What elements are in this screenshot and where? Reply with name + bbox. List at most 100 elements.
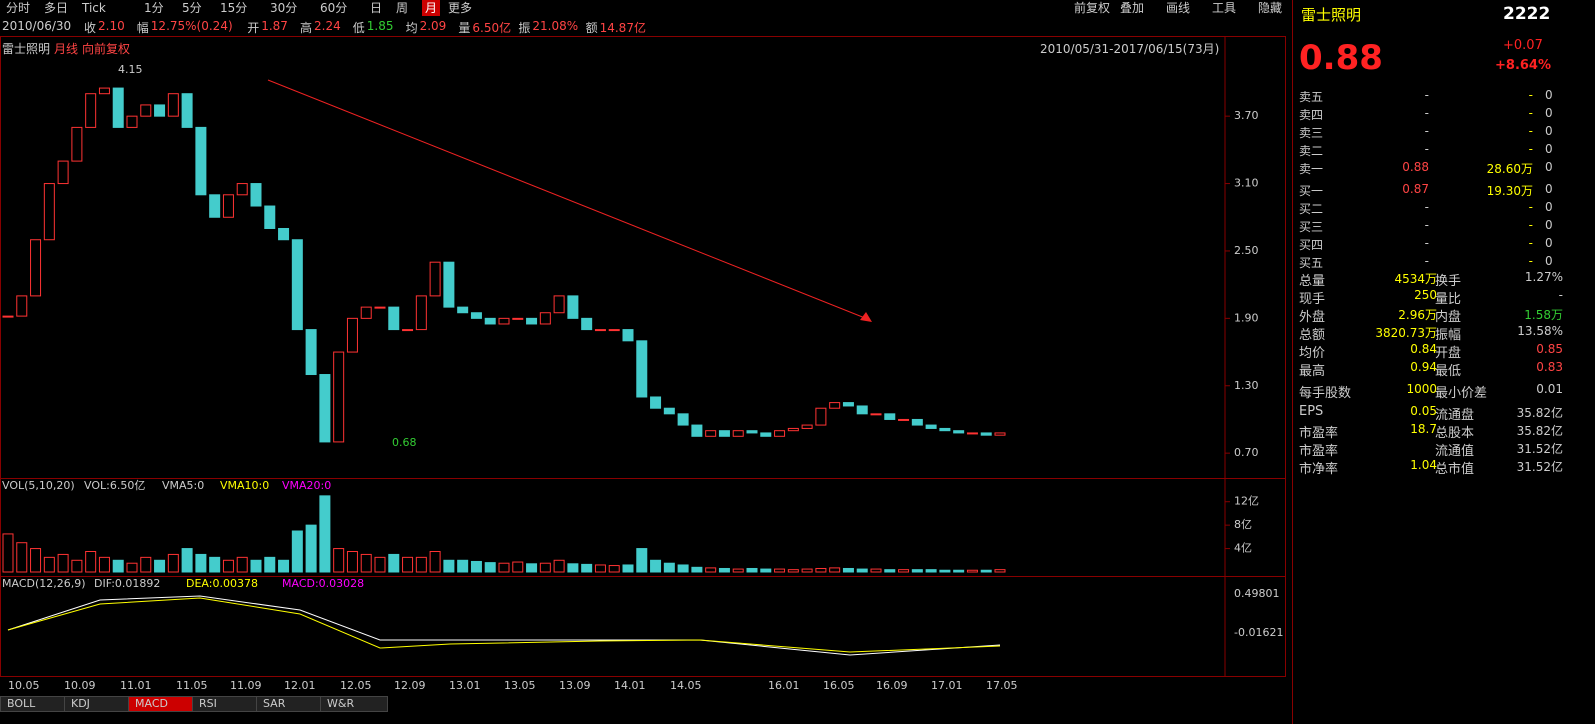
x-tick-label: 16.05	[823, 679, 855, 692]
quote-code: 2222	[1503, 4, 1551, 24]
indicator-tab[interactable]: SAR	[256, 696, 324, 712]
volume-bar	[953, 569, 965, 573]
candle	[278, 227, 290, 241]
book-price: -	[1424, 88, 1429, 102]
book-label: 买二	[1299, 202, 1324, 216]
line-type: 月线	[54, 42, 79, 56]
book-label: 卖三	[1299, 126, 1324, 140]
toolbar-button[interactable]: 叠加	[1120, 1, 1145, 15]
volume-bar	[898, 569, 910, 573]
stat-value: 2.96万	[1398, 308, 1437, 322]
info-value: 1.85	[366, 19, 394, 33]
period-tab[interactable]: 1分	[144, 1, 164, 15]
candle	[30, 239, 42, 297]
volume-bar	[911, 569, 923, 573]
book-diff: 0	[1545, 254, 1553, 268]
volume-legend: VMA5:0	[162, 479, 204, 492]
candle	[815, 407, 827, 426]
volume-bar	[622, 564, 634, 573]
stat-label: 总股本	[1435, 426, 1475, 441]
volume-bar	[402, 556, 414, 573]
stat-value: 0.83	[1536, 360, 1563, 374]
indicator-tab[interactable]: KDJ	[64, 696, 132, 712]
adjust-type: 向前复权	[82, 42, 131, 56]
period-tab[interactable]: 5分	[182, 1, 202, 15]
period-tab[interactable]: 分时	[6, 1, 31, 15]
toolbar-button[interactable]: 隐藏	[1258, 1, 1283, 15]
period-tab[interactable]: Tick	[82, 1, 106, 15]
volume-bar	[774, 568, 786, 573]
period-tab[interactable]: 周	[396, 1, 409, 15]
stat-value: 1.58万	[1524, 308, 1563, 322]
book-diff: 0	[1545, 88, 1553, 102]
stat-label: 每手股数	[1299, 386, 1352, 401]
period-tab[interactable]: 日	[370, 1, 383, 15]
volume-bar	[374, 556, 386, 573]
candle	[333, 351, 345, 443]
info-label: 量	[458, 21, 471, 35]
x-tick-label: 16.01	[768, 679, 800, 692]
volume-bar	[333, 548, 345, 573]
info-label: 高	[300, 21, 313, 35]
volume-bar	[677, 564, 689, 573]
indicator-tab[interactable]: BOLL	[0, 696, 68, 712]
macd-legend: MACD:0.03028	[282, 577, 364, 590]
info-value: 2.24	[314, 19, 341, 33]
volume-bar	[567, 563, 579, 573]
volume-bar	[388, 553, 400, 573]
indicator-tab[interactable]: W&R	[320, 696, 388, 712]
candle	[581, 317, 593, 331]
trend-arrow	[860, 312, 872, 322]
volume-bar	[966, 569, 978, 573]
book-volume: -	[1528, 200, 1533, 214]
candle	[264, 205, 276, 229]
book-label: 买四	[1299, 238, 1324, 252]
candle	[526, 317, 538, 325]
candle	[443, 261, 455, 308]
stat-value: 4534万	[1394, 272, 1437, 286]
stat-label: 均价	[1299, 346, 1326, 361]
volume-bar	[980, 569, 992, 573]
period-tab[interactable]: 多日	[44, 1, 69, 15]
volume-bar	[360, 553, 372, 573]
book-label: 买五	[1299, 256, 1324, 270]
toolbar-button[interactable]: 前复权	[1074, 1, 1111, 15]
period-tab[interactable]: 月	[422, 0, 441, 16]
volume-legend: VOL(5,10,20)	[2, 479, 75, 492]
volume-bar	[608, 565, 620, 573]
info-label: 额	[585, 21, 598, 35]
candle	[801, 424, 813, 429]
indicator-tab[interactable]: MACD	[128, 696, 196, 712]
volume-bar	[415, 556, 427, 573]
volume-bar	[925, 569, 937, 573]
volume-bar	[498, 562, 510, 573]
volume-bar	[746, 567, 758, 573]
candle	[181, 93, 193, 128]
volume-bar	[167, 553, 179, 573]
stat-value: 250	[1414, 288, 1437, 302]
period-tab[interactable]: 30分	[270, 1, 298, 15]
volume-bar	[181, 548, 193, 573]
toolbar-button[interactable]: 工具	[1212, 1, 1237, 15]
book-price: -	[1424, 236, 1429, 250]
stat-label: 市净率	[1299, 462, 1339, 477]
period-tab[interactable]: 15分	[220, 1, 248, 15]
period-tab[interactable]: 更多	[448, 1, 473, 15]
toolbar-button[interactable]: 画线	[1166, 1, 1191, 15]
x-tick-label: 17.01	[931, 679, 963, 692]
x-tick-label: 12.01	[284, 679, 316, 692]
x-tick-label: 11.09	[230, 679, 262, 692]
x-tick-label: 13.01	[449, 679, 481, 692]
book-volume: -	[1528, 142, 1533, 156]
candle	[732, 430, 744, 437]
x-tick-label: 12.05	[340, 679, 372, 692]
indicator-tab[interactable]: RSI	[192, 696, 260, 712]
candle	[140, 104, 152, 117]
y-tick-label: 4亿	[1234, 542, 1252, 555]
volume-bar	[663, 562, 675, 573]
stat-label: 开盘	[1435, 346, 1462, 361]
period-tab[interactable]: 60分	[320, 1, 348, 15]
volume-bar	[718, 567, 730, 573]
stat-label: 总量	[1299, 274, 1326, 289]
volume-bar	[526, 563, 538, 573]
